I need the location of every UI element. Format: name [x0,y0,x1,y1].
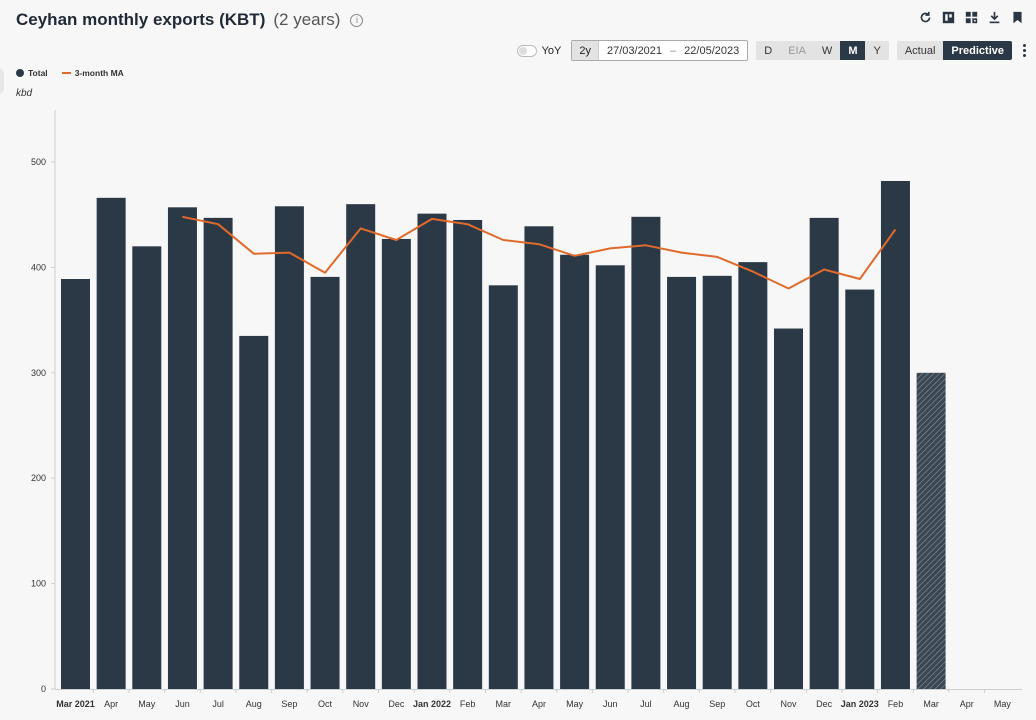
bar[interactable] [274,206,304,689]
x-tick-label: Jul [640,699,652,709]
x-tick-label: May [566,699,584,709]
frequency-eia-button[interactable]: EIA [788,44,806,57]
x-tick-label: Apr [960,699,974,709]
bar[interactable] [239,335,269,689]
bar[interactable] [310,276,340,689]
bar[interactable] [346,204,376,689]
frequency-weekly-button[interactable]: W [821,44,833,57]
export-chart-icon[interactable] [942,11,955,24]
bar[interactable] [880,180,910,690]
x-tick-label: Mar 2021 [56,699,95,709]
frequency-daily-button[interactable]: D [764,44,773,57]
x-tick-label: May [994,699,1012,709]
yoy-toggle-group: YoY [516,44,562,57]
bar[interactable] [96,197,126,689]
bar[interactable] [667,276,697,689]
legend-item-ma[interactable]: 3-month MA [61,68,124,78]
bar[interactable] [132,246,162,689]
side-panel-handle[interactable] [0,68,4,94]
info-icon[interactable]: i [350,13,364,27]
x-tick-label: Jun [175,699,190,709]
x-tick-label: May [138,699,156,709]
date-end-input[interactable]: 22/05/2023 [684,44,740,57]
legend-swatch-ma [61,72,71,74]
chart-title: Ceyhan monthly exports (KBT) [16,10,266,29]
bar[interactable] [203,217,233,689]
date-start-input[interactable]: 27/03/2021 [606,44,663,57]
bar[interactable] [381,238,411,689]
x-tick-label: Jun [603,699,618,709]
y-tick-label: 500 [31,157,46,167]
mode-selector: Actual Predictive [896,41,1012,60]
mode-predictive-button[interactable]: Predictive [943,41,1012,60]
x-tick-label: Apr [532,699,546,709]
y-tick-label: 400 [31,262,46,272]
y-tick-label: 200 [31,473,46,483]
bar[interactable] [702,275,732,689]
bar[interactable] [524,226,554,689]
bar[interactable] [809,217,839,689]
more-options-icon[interactable] [1022,44,1026,57]
x-tick-label: Dec [816,699,833,709]
x-tick-label: Oct [318,699,333,709]
yoy-label: YoY [541,44,562,57]
legend-label-total: Total [28,68,48,78]
toolbar-icons [919,11,1024,24]
bar[interactable] [631,216,661,690]
x-tick-label: Nov [780,699,797,709]
y-tick-label: 100 [31,579,46,589]
download-icon[interactable] [988,11,1001,24]
bar-predicted[interactable] [916,372,946,689]
refresh-icon[interactable] [919,11,932,24]
x-tick-label: Aug [246,699,262,709]
legend-swatch-total [16,69,24,77]
x-tick-label: Mar [923,699,939,709]
date-range-picker: 2y 27/03/2021 – 22/05/2023 [571,40,749,61]
x-tick-label: Feb [888,699,904,709]
x-tick-label: Feb [460,699,476,709]
bar[interactable] [417,213,447,689]
bookmark-icon[interactable] [1011,11,1024,24]
x-tick-label: Oct [746,699,761,709]
y-tick-label: 300 [31,368,46,378]
chart-subtitle: (2 years) [273,10,341,29]
frequency-monthly-button[interactable]: M [840,41,866,60]
date-separator: – [670,44,677,57]
mode-actual-button[interactable]: Actual [904,44,936,57]
bar[interactable] [167,207,197,689]
chart-controls: YoY 2y 27/03/2021 – 22/05/2023 D EIA W M… [516,40,1026,61]
frequency-yearly-button[interactable]: Y [873,44,881,57]
range-preset-button[interactable]: 2y [572,41,599,60]
bar[interactable] [453,219,483,689]
dashboard-icon[interactable] [965,11,978,24]
x-tick-label: Dec [388,699,405,709]
bar[interactable] [61,278,90,689]
x-tick-label: Sep [281,699,297,709]
y-axis-unit: kbd [16,88,33,99]
bar[interactable] [738,262,768,689]
bar[interactable] [488,285,518,689]
x-tick-label: Jul [212,699,224,709]
bar[interactable] [595,265,625,689]
x-tick-label: Aug [674,699,690,709]
chart-header: Ceyhan monthly exports (KBT) (2 years) i [16,8,364,32]
x-tick-label: Apr [104,699,118,709]
y-tick-label: 0 [41,684,46,694]
x-tick-label: Jan 2023 [841,699,879,709]
bar[interactable] [845,289,875,689]
frequency-selector: D EIA W M Y [756,41,889,60]
x-tick-label: Sep [709,699,725,709]
legend-item-total[interactable]: Total [16,68,48,78]
series-line-3-month-ma[interactable] [182,215,897,290]
legend-label-ma: 3-month MA [74,68,124,78]
x-tick-label: Nov [353,699,370,709]
chart-legend: Total 3-month MA [16,68,124,78]
bar[interactable] [774,328,803,689]
x-tick-label: Jan 2022 [413,699,451,709]
x-tick-label: Mar [496,699,512,709]
bar[interactable] [560,254,590,689]
yoy-toggle[interactable] [516,44,537,57]
